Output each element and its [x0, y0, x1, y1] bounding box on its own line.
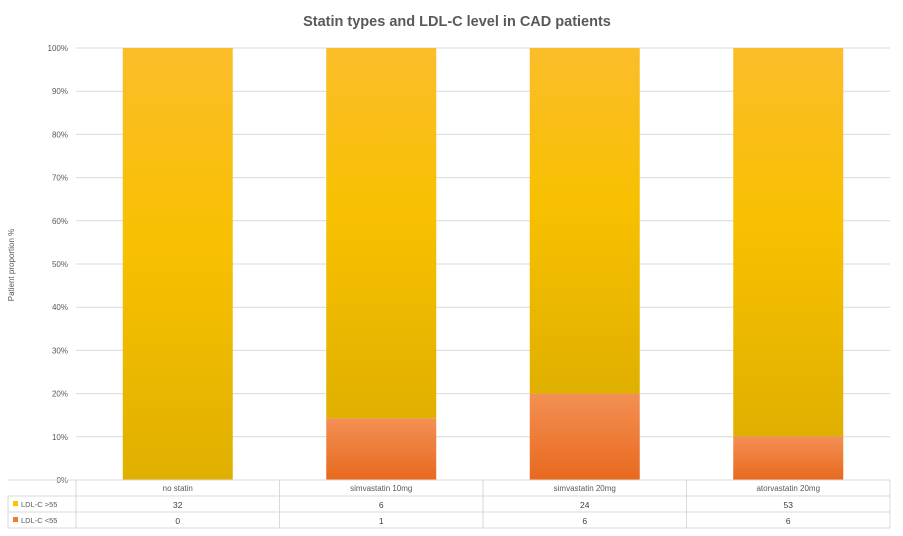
bars — [122, 48, 844, 480]
bar-gt55 — [529, 48, 640, 394]
y-axis-label: Patient proportion % — [7, 229, 16, 302]
table-value: 6 — [582, 516, 587, 526]
y-tick-label: 100% — [48, 44, 68, 53]
y-tick-labels: 0%10%20%30%40%50%60%70%80%90%100% — [48, 44, 68, 485]
bar-gt55 — [122, 48, 233, 480]
bar-gt55 — [733, 48, 844, 437]
y-tick-label: 10% — [52, 433, 68, 442]
bar-lt55 — [529, 393, 640, 480]
legend-key — [13, 501, 18, 506]
data-table: no statin simvastatin 10mg simvastatin 20m… — [7, 479, 891, 529]
category-label: atorvastatin 20mg — [756, 484, 820, 493]
bar-lt55 — [733, 436, 844, 480]
table-value: 6 — [786, 516, 791, 526]
legend-key — [13, 517, 18, 522]
chart-title: Statin types and LDL-C level in CAD pati… — [303, 14, 611, 30]
category-label: simvastatin 20mg — [554, 484, 616, 493]
y-tick-label: 20% — [52, 390, 68, 399]
category-label: simvastatin 10mg — [350, 484, 412, 493]
table-value: 1 — [379, 516, 384, 526]
table-value: 53 — [784, 500, 794, 510]
category-label: no statin — [163, 484, 193, 493]
table-value: 24 — [580, 500, 590, 510]
y-tick-label: 80% — [52, 130, 68, 139]
y-tick-label: 40% — [52, 303, 68, 312]
bar-gt55 — [326, 48, 437, 419]
table-value: 6 — [379, 500, 384, 510]
y-tick-label: 30% — [52, 346, 68, 355]
series-name: LDL-C >55 — [21, 500, 57, 509]
table-value: 0 — [175, 516, 180, 526]
y-tick-label: 50% — [52, 260, 68, 269]
series-name: LDL-C <55 — [21, 516, 57, 525]
bar-lt55 — [326, 418, 437, 480]
y-tick-label: 70% — [52, 174, 68, 183]
y-tick-label: 60% — [52, 217, 68, 226]
table-value: 32 — [173, 500, 183, 510]
y-tick-label: 90% — [52, 87, 68, 96]
